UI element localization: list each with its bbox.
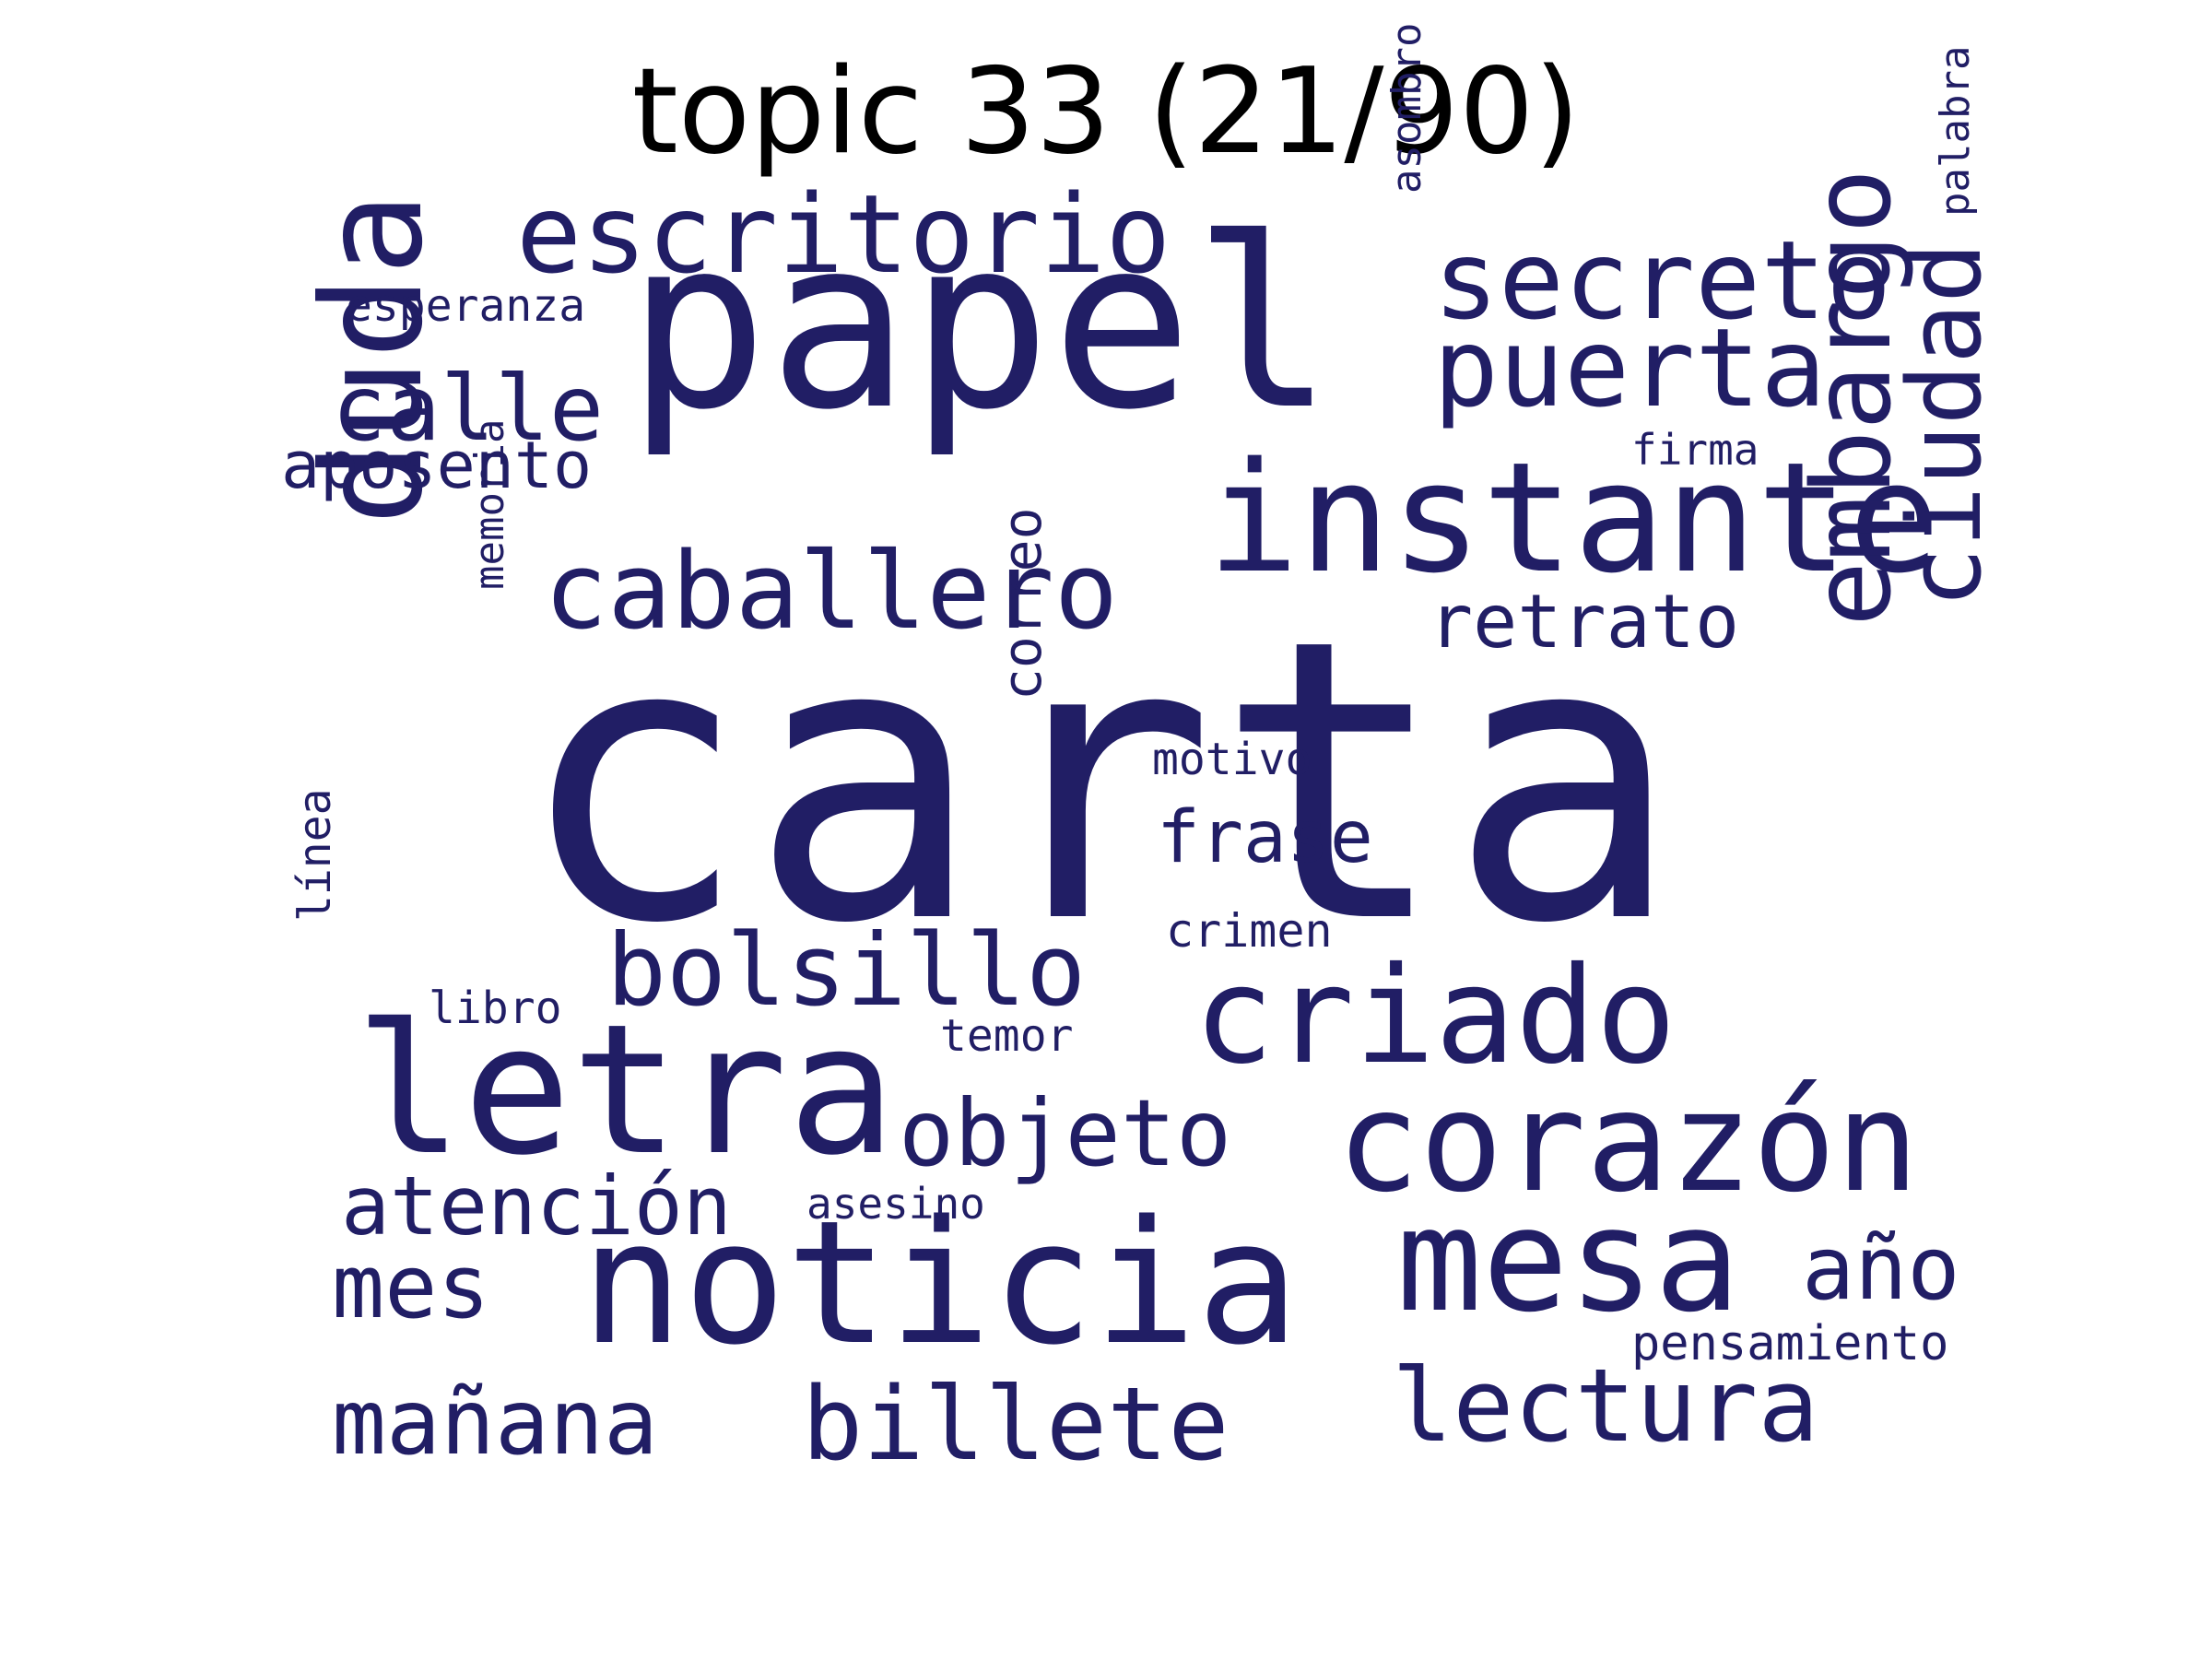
cloud-word-criado: criado [1194, 938, 1677, 1094]
cloud-word-asesino: asesino [806, 1179, 985, 1229]
cloud-word-papel: papel [627, 188, 1335, 462]
cloud-word-manana: mañana [332, 1371, 659, 1476]
cloud-word-billete: billete [802, 1365, 1230, 1483]
cloud-word-secreto: secreto [1433, 217, 1892, 344]
cloud-word-crimen: crimen [1166, 904, 1333, 958]
cloud-word-caballero: caballero [544, 530, 1119, 653]
cloud-title: topic 33 (21/90) [631, 43, 1581, 181]
cloud-word-asombro: asombro [1383, 22, 1430, 194]
cloud-word-corazon: corazón [1336, 1063, 1920, 1223]
cloud-word-calle: calle [332, 357, 605, 462]
cloud-word-ano: año [1802, 1218, 1960, 1320]
cloud-word-instante: instante [1207, 429, 1940, 606]
cloud-word-libro: libro [429, 982, 562, 1034]
cloud-word-palabra: palabra [1932, 45, 1979, 217]
cloud-word-temor: temor [940, 1010, 1074, 1062]
cloud-word-lectura: lectura [1392, 1347, 1819, 1465]
cloud-word-correo: correo [991, 507, 1053, 700]
cloud-word-firma: firma [1631, 425, 1759, 475]
cloud-word-esperanza: esperanza [346, 280, 586, 332]
cloud-word-memoria: memoria [466, 418, 513, 590]
cloud-word-letra: letra [355, 985, 896, 1194]
cloud-word-noticia: noticia [581, 1183, 1300, 1382]
cloud-word-mes: mes [332, 1237, 490, 1338]
cloud-word-carta: carta [516, 558, 1682, 1008]
cloud-word-puerta: puerta [1433, 304, 1827, 431]
cloud-word-frase: frase [1157, 796, 1373, 879]
cloud-word-mesa: mesa [1396, 1177, 1741, 1344]
cloud-word-escritorio: escritorio [516, 171, 1171, 298]
cloud-word-aposento: aposento [281, 428, 593, 503]
cloud-word-retrato: retrato [1429, 579, 1740, 665]
cloud-word-ciudad: ciudad [1886, 241, 2004, 608]
cloud-word-bolsillo: bolsillo [606, 913, 1087, 1029]
cloud-word-motivo: motivo [1152, 734, 1312, 785]
cloud-word-linea: línea [289, 788, 341, 923]
cloud-word-atencion: atención [341, 1159, 732, 1253]
cloud-word-pensamiento: pensamiento [1631, 1316, 1949, 1371]
cloud-word-objeto: objeto [899, 1079, 1232, 1187]
